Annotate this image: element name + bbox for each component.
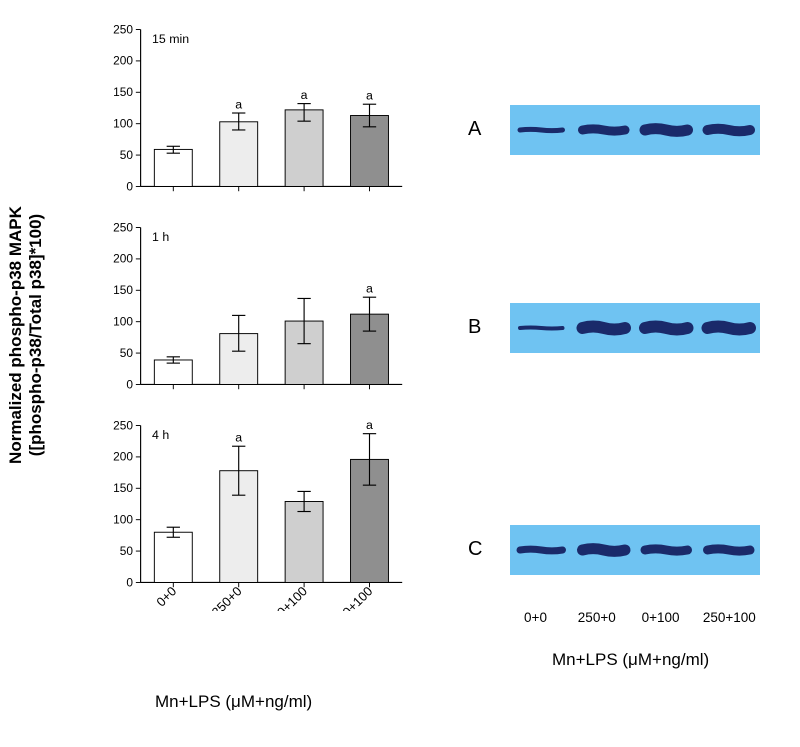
svg-text:250: 250 [113,22,133,36]
svg-text:250: 250 [113,220,133,234]
svg-text:1 h: 1 h [152,230,169,244]
svg-text:100: 100 [113,314,133,328]
blot-strip [510,303,760,353]
y-axis-label-line1: Normalized phospho-p38 MAPK [6,206,25,464]
y-axis-label: Normalized phospho-p38 MAPK ([phospho-p3… [6,100,46,570]
svg-text:100: 100 [113,512,133,526]
svg-text:a: a [366,281,373,295]
blot-row-label: A [468,118,481,141]
svg-text:50: 50 [120,346,134,360]
svg-text:0+100: 0+100 [274,583,310,611]
svg-text:0: 0 [126,575,133,589]
svg-text:150: 150 [113,85,133,99]
svg-text:250+0: 250+0 [209,583,245,611]
blot-x-labels: 0+0 250+0 0+100 250+100 [508,610,768,625]
svg-text:a: a [301,88,308,102]
svg-text:200: 200 [113,252,133,266]
y-axis-label-line2: ([phospho-p38/Total p38]*100) [26,214,45,456]
svg-text:200: 200 [113,54,133,68]
bar-chart-panel: 0 50 100 150 200 250 1 h a [85,218,415,413]
svg-text:4 h: 4 h [152,428,169,442]
bar-chart-panel: 0 50 100 150 200 250 4 h 0+0 a 250+0 0+100 a 250+100 [85,416,415,611]
figure: { "yaxis_label_line1": "Normalized phosp… [0,0,800,747]
svg-text:0+0: 0+0 [153,583,179,609]
svg-text:200: 200 [113,450,133,464]
bar-chart-panel: 0 50 100 150 200 250 15 min a a a [85,20,415,215]
svg-text:150: 150 [113,481,133,495]
svg-text:50: 50 [120,544,134,558]
blot-row-label: B [468,316,481,339]
svg-text:a: a [235,430,242,444]
svg-text:a: a [366,88,373,102]
svg-text:150: 150 [113,283,133,297]
svg-text:0: 0 [126,377,133,391]
svg-text:a: a [366,418,373,432]
blot-row-label: C [468,538,482,561]
blot-strip [510,105,760,155]
blot-strip [510,525,760,575]
svg-text:15 min: 15 min [152,32,189,46]
svg-text:a: a [235,97,242,111]
svg-text:100: 100 [113,116,133,130]
svg-text:50: 50 [120,148,134,162]
svg-text:250: 250 [113,418,133,432]
svg-text:250+100: 250+100 [329,583,375,611]
x-axis-title-charts: Mn+LPS (μM+ng/ml) [155,692,312,712]
svg-text:0: 0 [126,179,133,193]
x-axis-title-blots: Mn+LPS (μM+ng/ml) [552,650,709,670]
